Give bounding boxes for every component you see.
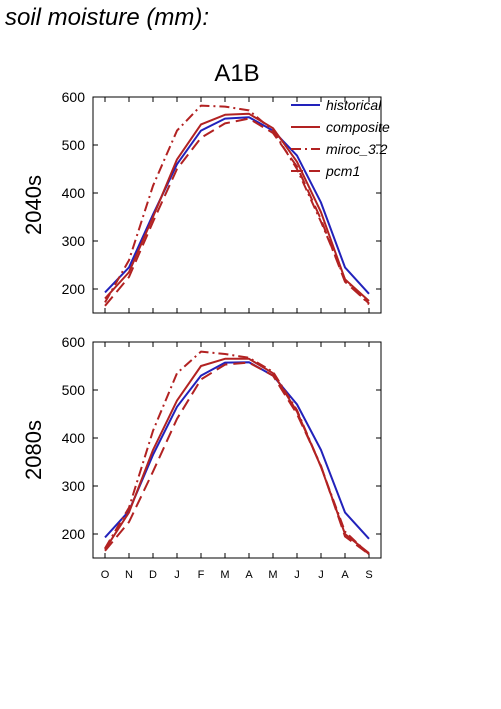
series-line-historical [104,361,370,540]
x-tick-label: S [365,569,372,581]
series-line-pcm1 [104,117,370,307]
x-tick-label: J [318,569,324,581]
legend-label: pcm1 [325,163,360,179]
y-tick-label: 600 [62,334,86,350]
x-tick-label: O [101,569,110,581]
x-tick-label: A [341,569,349,581]
y-tick-label: 300 [62,233,86,249]
y-tick-label: 500 [62,137,86,153]
y-tick-label: 200 [62,281,86,297]
x-tick-label: A [245,569,253,581]
x-tick-label: D [149,569,157,581]
y-tick-label: 400 [62,185,86,201]
y-tick-label: 400 [62,430,86,446]
x-tick-label: F [198,569,205,581]
panel-frame [92,341,382,559]
series-line-composite [104,112,370,302]
panel-frame [92,96,382,314]
series-line-pcm1 [104,361,370,556]
legend-label: composite [326,119,390,135]
x-tick-label: N [125,569,133,581]
x-tick-label: J [294,569,300,581]
y-tick-label: 500 [62,382,86,398]
y-tick-label: 600 [62,89,86,105]
y-axis-label: 2040s [21,175,46,235]
series-line-composite [104,357,370,554]
page-title: soil moisture (mm): [5,4,210,31]
chart-title: A1B [214,60,259,87]
x-tick-label: M [268,569,277,581]
x-tick-label: J [174,569,180,581]
series-line-miroc-3-2 [104,104,370,306]
series-line-miroc-3-2 [104,350,370,555]
y-tick-label: 200 [62,526,86,542]
y-tick-label: 300 [62,478,86,494]
legend-label: historical [326,97,382,113]
y-axis-label: 2080s [21,420,46,480]
series-line-historical [104,116,370,295]
x-tick-label: M [220,569,229,581]
legend-label: miroc_3.2 [326,141,388,157]
